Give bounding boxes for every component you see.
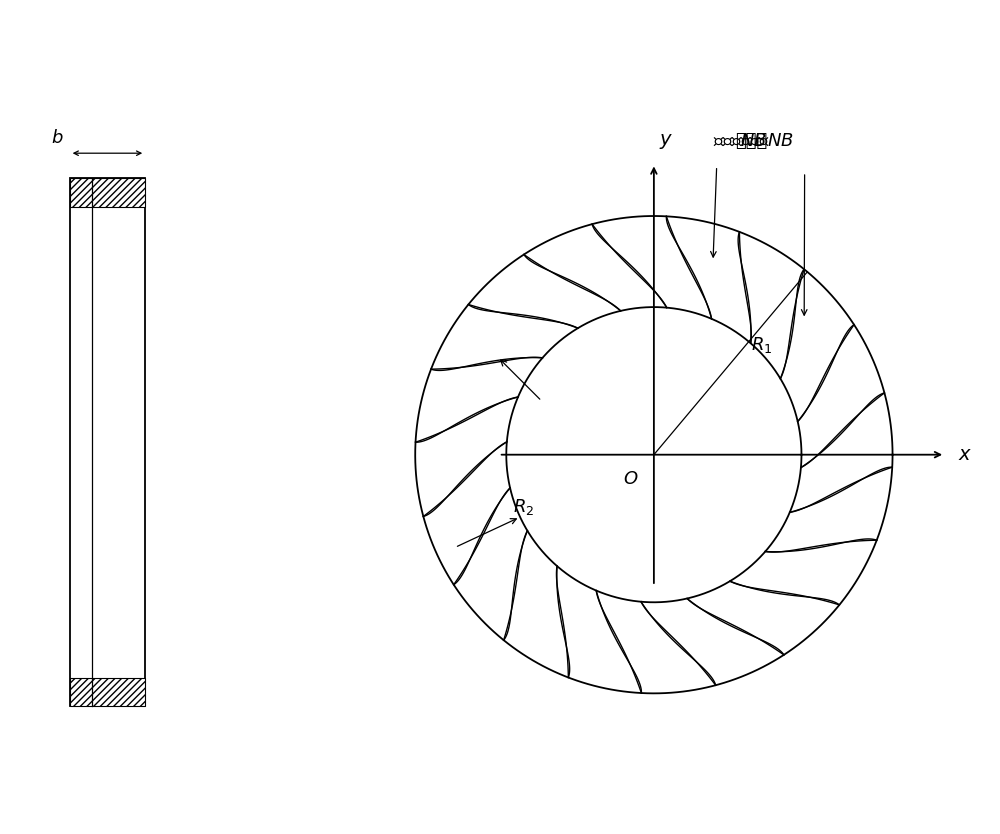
Text: 叶片数$NB$: 叶片数$NB$ — [713, 132, 767, 149]
Polygon shape — [70, 678, 145, 706]
Polygon shape — [70, 178, 145, 207]
Text: $y$: $y$ — [659, 132, 674, 151]
Text: 叶片数$NB$: 叶片数$NB$ — [740, 132, 794, 149]
Text: $b$: $b$ — [51, 129, 63, 147]
Text: $R_1$: $R_1$ — [751, 334, 772, 354]
Text: $R_2$: $R_2$ — [513, 497, 534, 517]
Text: $x$: $x$ — [958, 445, 972, 465]
Text: 叶片数: 叶片数 — [735, 132, 767, 149]
Text: $O$: $O$ — [623, 470, 638, 489]
